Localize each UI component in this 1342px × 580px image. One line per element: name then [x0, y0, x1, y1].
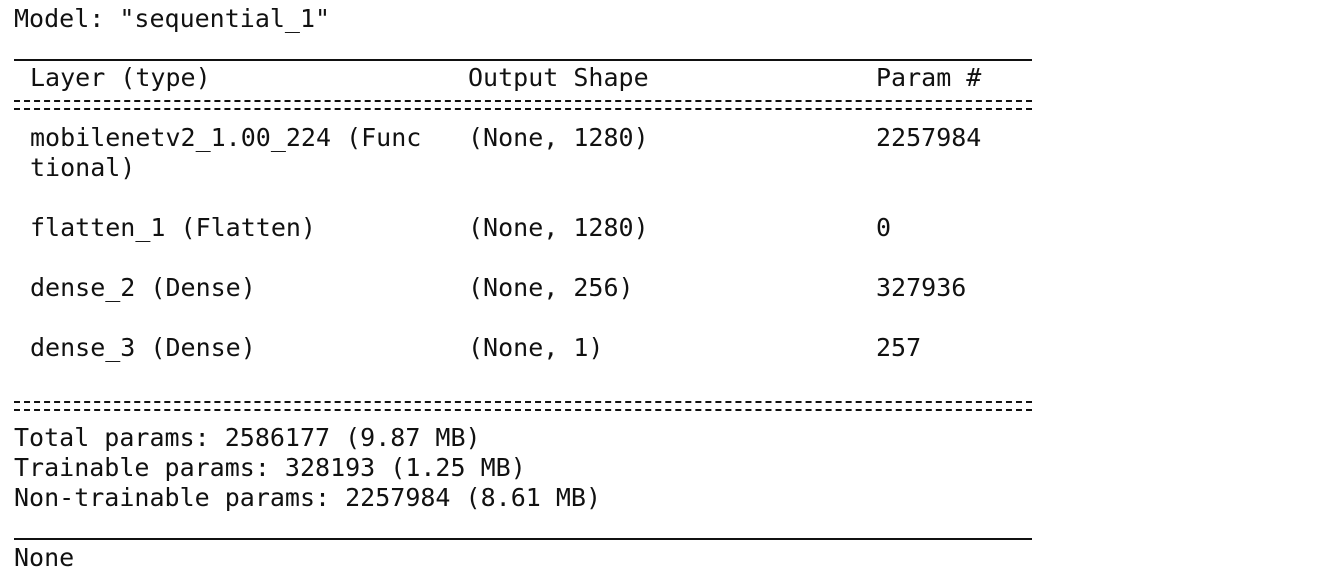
total-params: Total params: 2586177 (9.87 MB)	[14, 423, 481, 452]
header-param-count: Param #	[876, 63, 982, 92]
row-layer: dense_2 (Dense)	[30, 273, 256, 302]
non-trainable-params: Non-trainable params: 2257984 (8.61 MB)	[14, 483, 601, 512]
row-layer: dense_3 (Dense)	[30, 333, 256, 362]
row-param-count: 0	[876, 213, 892, 242]
header-separator	[14, 100, 1032, 110]
trainable-params: Trainable params: 328193 (1.25 MB)	[14, 453, 526, 482]
bottom-rule	[14, 538, 1032, 540]
row-layer-continued: tional)	[30, 153, 136, 182]
row-output-shape: (None, 1280)	[468, 213, 649, 242]
row-param-count: 327936	[876, 273, 967, 302]
row-param-count: 257	[876, 333, 922, 362]
footer-separator	[14, 401, 1032, 411]
row-param-count: 2257984	[876, 123, 982, 152]
row-output-shape: (None, 1)	[468, 333, 604, 362]
header-output-shape: Output Shape	[468, 63, 649, 92]
row-layer: mobilenetv2_1.00_224 (Func	[30, 123, 422, 152]
row-output-shape: (None, 1280)	[468, 123, 649, 152]
header-layer: Layer (type)	[30, 63, 211, 92]
model-title: Model: "sequential_1"	[14, 4, 331, 33]
row-layer: flatten_1 (Flatten)	[30, 213, 316, 242]
top-rule	[14, 59, 1032, 61]
return-value: None	[14, 543, 75, 572]
row-output-shape: (None, 256)	[468, 273, 634, 302]
